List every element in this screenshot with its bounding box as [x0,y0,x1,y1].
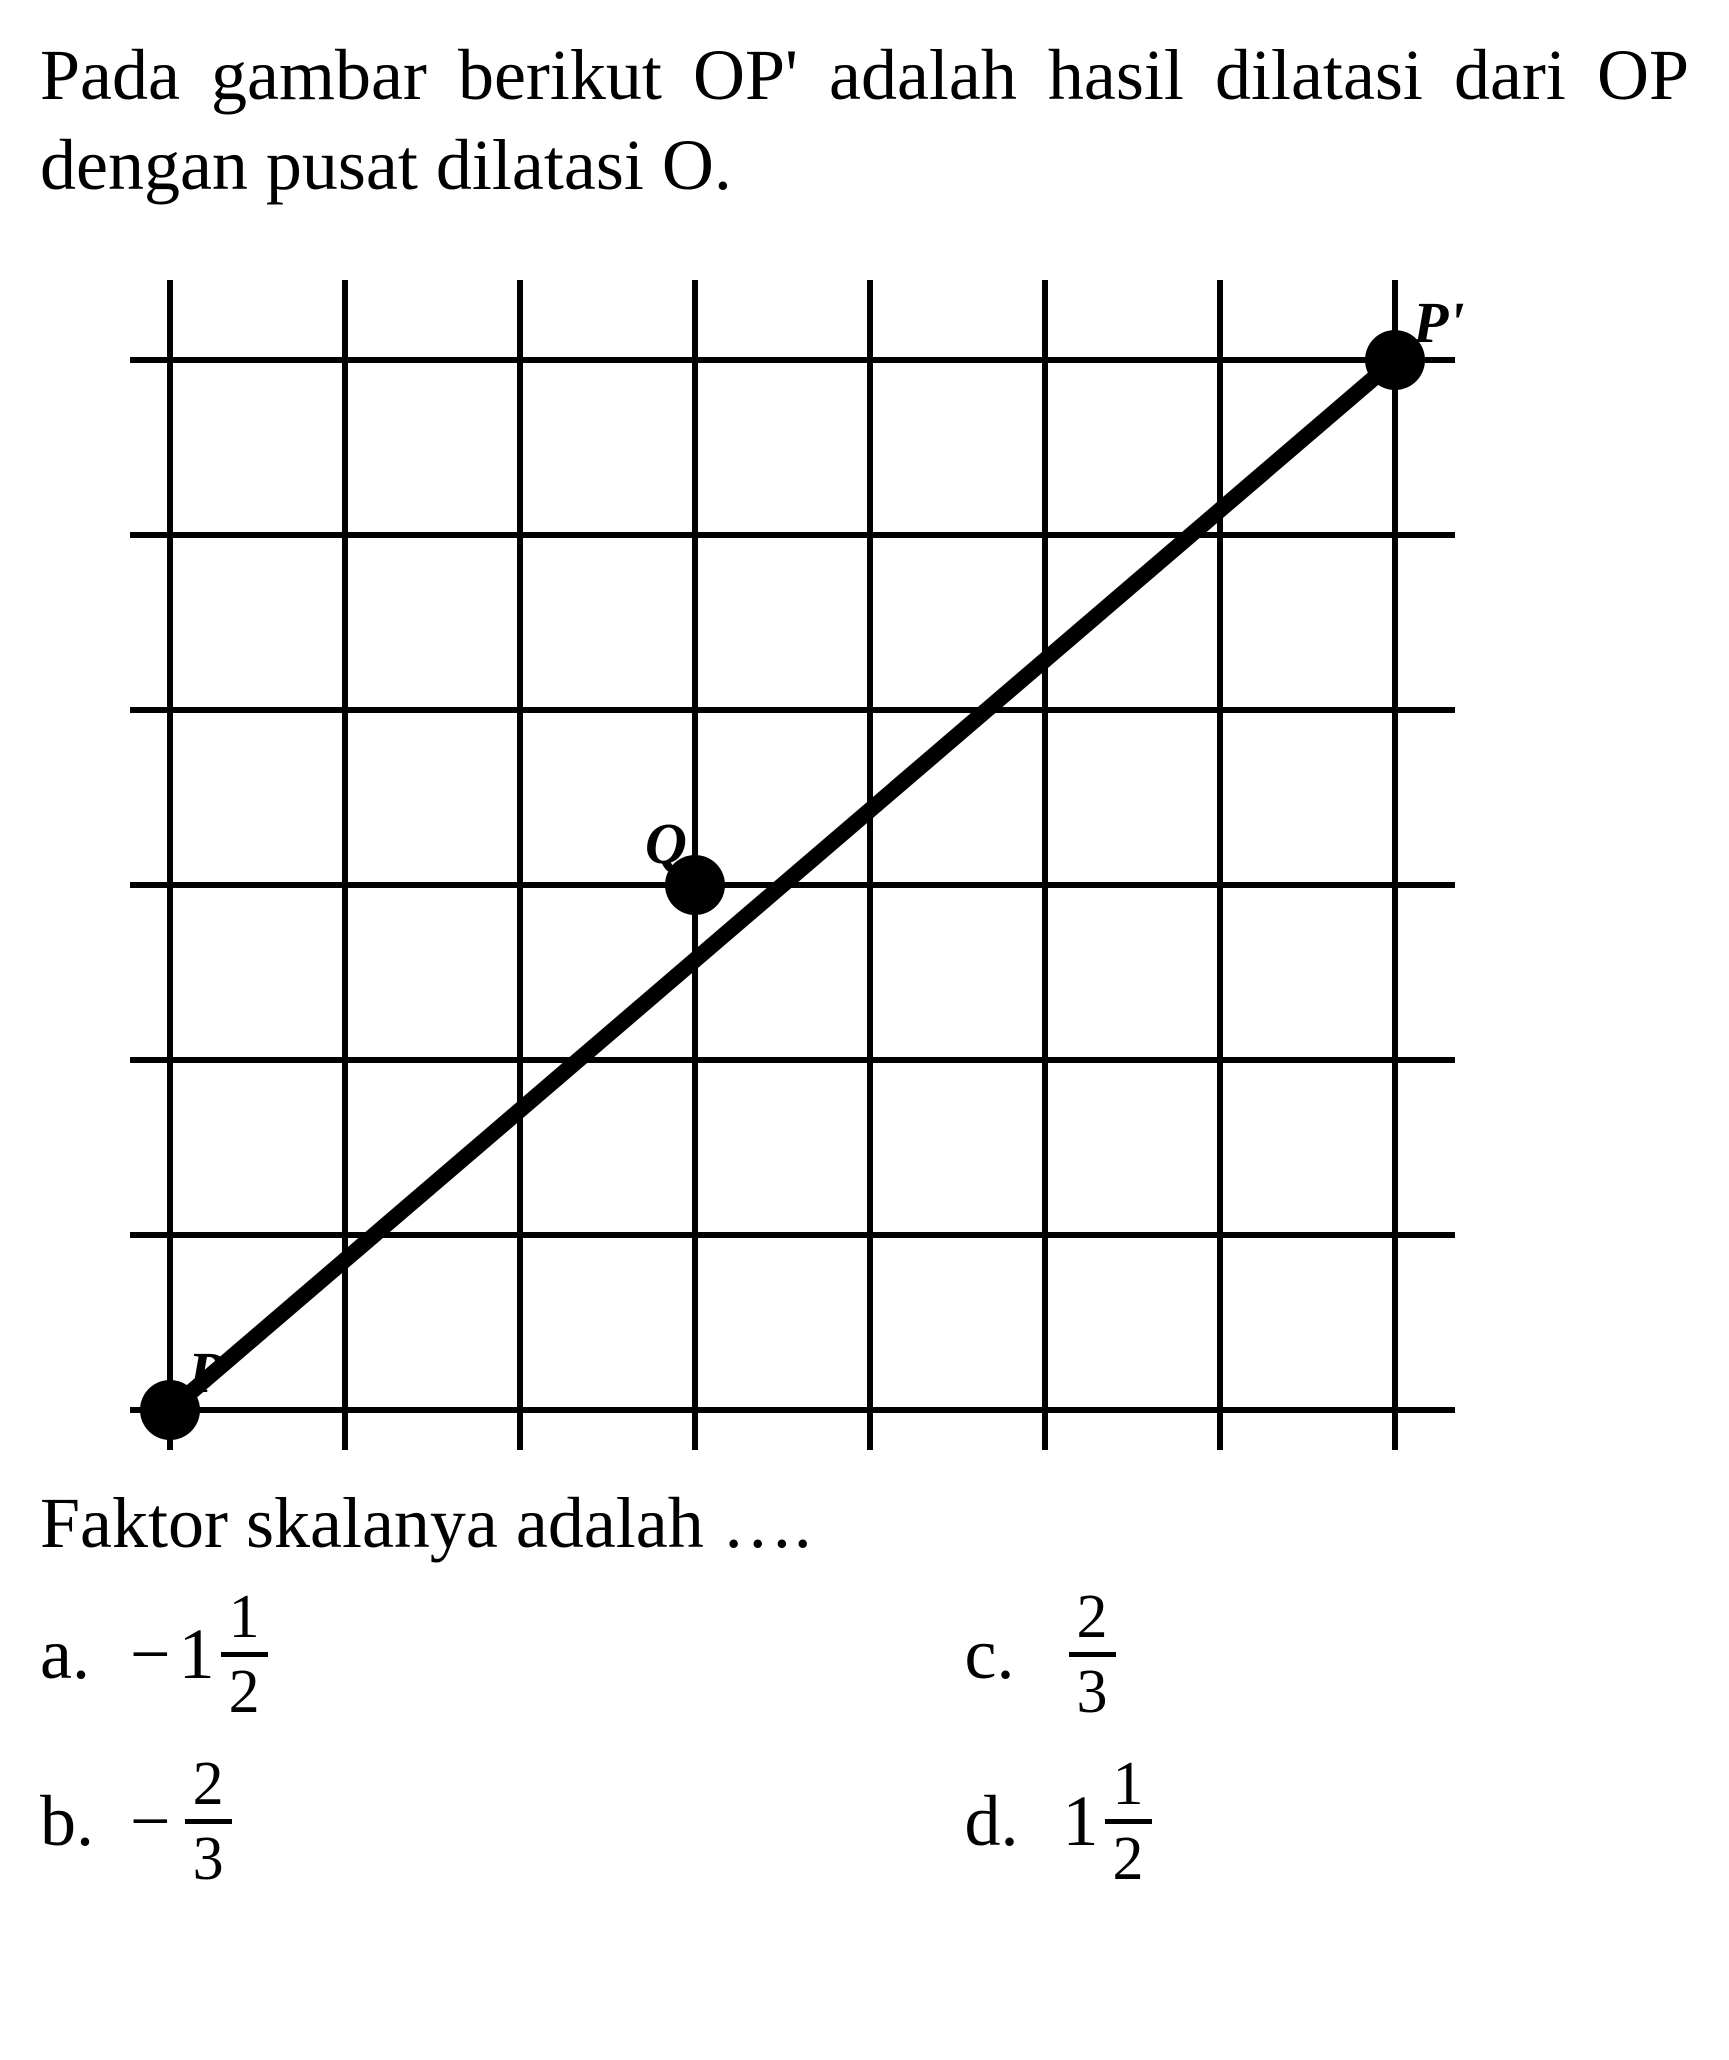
option-d-num: 1 [1105,1753,1152,1815]
option-a-whole: 1 [179,1613,215,1696]
question-prompt: Faktor skalanya adalah …. [40,1480,1689,1566]
option-b: b. − 2 3 [40,1753,765,1890]
fraction-bar [221,1652,268,1657]
option-a-value: − 1 1 2 [130,1586,268,1723]
option-c-letter: c. [965,1613,1055,1696]
option-d-fraction: 1 2 [1105,1753,1152,1890]
option-c-value: 2 3 [1055,1586,1116,1723]
fraction-bar [185,1819,232,1824]
grid-diagram: P Q P' [90,230,1640,1470]
fraction-bar [1105,1819,1152,1824]
option-b-num: 2 [185,1753,232,1815]
option-d-value: 1 1 2 [1055,1753,1152,1890]
fraction-bar [1069,1652,1116,1657]
option-d-letter: d. [965,1780,1055,1863]
options-grid: a. − 1 1 2 c. 2 3 b. − [40,1586,1689,1890]
option-a-den: 2 [221,1661,268,1723]
option-c-fraction: 2 3 [1069,1586,1116,1723]
option-b-value: − 2 3 [130,1753,232,1890]
option-b-letter: b. [40,1780,130,1863]
option-a-num: 1 [221,1586,268,1648]
option-d: d. 1 1 2 [965,1753,1690,1890]
option-d-den: 2 [1105,1828,1152,1890]
option-a-fraction: 1 2 [221,1586,268,1723]
option-c-num: 2 [1069,1586,1116,1648]
option-d-whole: 1 [1063,1780,1099,1863]
svg-text:P': P' [1412,290,1465,355]
diagram-container: P Q P' [40,230,1689,1470]
option-c: c. 2 3 [965,1586,1690,1723]
question-text: Pada gambar berikut OP' adalah hasil dil… [40,30,1689,210]
option-c-den: 3 [1069,1661,1116,1723]
option-b-den: 3 [185,1828,232,1890]
option-a: a. − 1 1 2 [40,1586,765,1723]
option-a-neg: − [130,1613,171,1696]
option-b-neg: − [130,1780,171,1863]
svg-text:Q: Q [645,811,687,876]
svg-text:P: P [187,1340,224,1405]
option-a-letter: a. [40,1613,130,1696]
option-b-fraction: 2 3 [185,1753,232,1890]
